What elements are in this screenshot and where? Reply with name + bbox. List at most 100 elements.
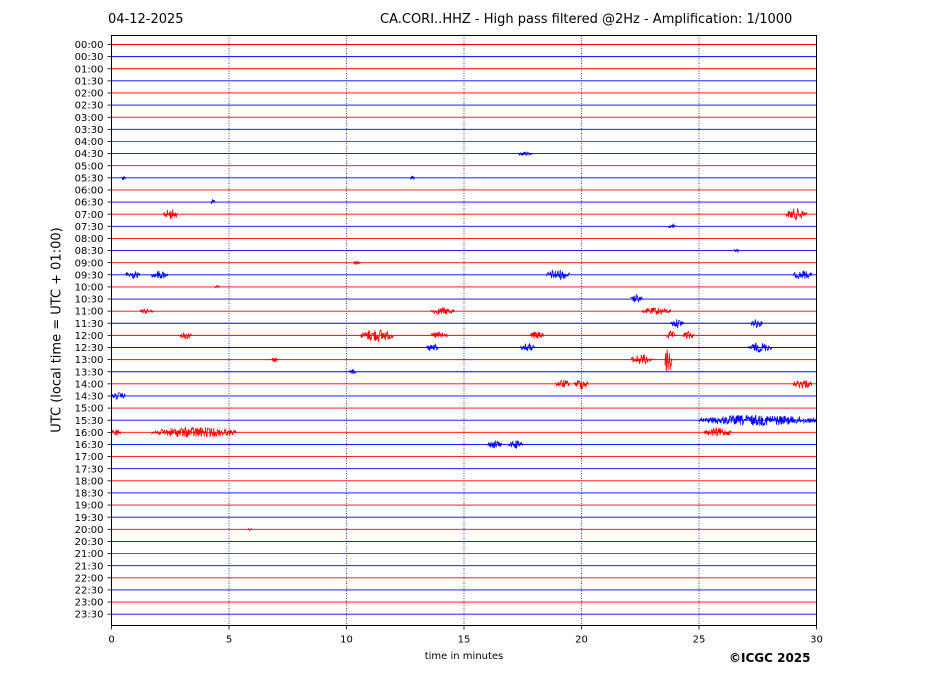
event-trace bbox=[517, 151, 533, 156]
event-trace bbox=[120, 175, 126, 181]
event-trace bbox=[668, 222, 676, 229]
event-trace bbox=[360, 329, 394, 342]
event-trace bbox=[214, 284, 220, 289]
y-tick-label: 03:30 bbox=[75, 125, 104, 136]
x-tick-label: 0 bbox=[108, 635, 114, 646]
y-tick-label: 14:00 bbox=[75, 379, 104, 390]
y-tick-label: 23:00 bbox=[75, 598, 104, 609]
y-tick-label: 12:00 bbox=[75, 331, 104, 342]
y-tick-label: 15:30 bbox=[75, 416, 104, 427]
event-trace bbox=[642, 307, 672, 316]
y-tick-label: 13:30 bbox=[75, 367, 104, 378]
event-trace bbox=[574, 380, 589, 390]
y-tick-label: 05:00 bbox=[75, 161, 104, 172]
event-trace bbox=[111, 429, 121, 436]
y-tick-label: 10:00 bbox=[75, 283, 104, 294]
y-tick-label: 03:00 bbox=[75, 113, 104, 124]
y-tick-label: 16:30 bbox=[75, 440, 104, 451]
y-tick-label: 02:30 bbox=[75, 101, 104, 112]
y-tick-label: 04:00 bbox=[75, 137, 104, 148]
y-tick-label: 20:30 bbox=[75, 537, 104, 548]
x-tick-label: 30 bbox=[810, 635, 823, 646]
event-trace bbox=[785, 208, 808, 221]
y-tick-label: 17:00 bbox=[75, 452, 104, 463]
event-trace bbox=[747, 342, 773, 353]
y-tick-label: 00:00 bbox=[75, 40, 104, 51]
y-axis-label: UTC (local time = UTC + 01:00) bbox=[49, 227, 65, 433]
y-tick-label: 11:30 bbox=[75, 319, 104, 330]
event-trace bbox=[162, 209, 178, 220]
x-tick-label: 5 bbox=[226, 635, 232, 646]
event-trace bbox=[426, 343, 439, 351]
x-axis-label: time in minutes bbox=[424, 651, 504, 662]
y-tick-label: 08:00 bbox=[75, 234, 104, 245]
event-trace bbox=[508, 440, 524, 449]
y-tick-label: 05:30 bbox=[75, 173, 104, 184]
y-tick-label: 09:30 bbox=[75, 270, 104, 281]
event-trace bbox=[111, 392, 126, 400]
event-trace bbox=[670, 319, 685, 329]
event-trace bbox=[520, 342, 535, 352]
y-tick-label: 04:30 bbox=[75, 149, 104, 160]
event-trace bbox=[139, 308, 154, 315]
event-trace bbox=[750, 319, 763, 329]
y-tick-label: 18:00 bbox=[75, 476, 104, 487]
event-trace bbox=[682, 330, 695, 339]
event-trace bbox=[151, 270, 169, 279]
event-trace bbox=[546, 269, 571, 280]
y-tick-label: 18:30 bbox=[75, 489, 104, 500]
x-tick-label: 10 bbox=[340, 635, 353, 646]
y-tick-label: 01:00 bbox=[75, 64, 104, 75]
y-tick-label: 02:00 bbox=[75, 89, 104, 100]
y-tick-label: 21:00 bbox=[75, 549, 104, 560]
event-trace bbox=[430, 331, 448, 339]
event-trace bbox=[271, 357, 279, 363]
event-trace bbox=[665, 330, 676, 340]
y-tick-label: 00:30 bbox=[75, 52, 104, 63]
y-tick-label: 15:00 bbox=[75, 404, 104, 415]
y-tick-label: 17:30 bbox=[75, 464, 104, 475]
event-trace bbox=[703, 426, 732, 437]
event-trace bbox=[664, 349, 673, 372]
x-tick-label: 15 bbox=[458, 635, 471, 646]
y-tick-label: 21:30 bbox=[75, 561, 104, 572]
event-trace bbox=[630, 293, 643, 303]
y-tick-label: 08:30 bbox=[75, 246, 104, 257]
event-trace bbox=[125, 271, 141, 279]
y-tick-label: 10:30 bbox=[75, 295, 104, 306]
event-trace bbox=[792, 270, 813, 280]
event-trace bbox=[698, 414, 817, 427]
event-trace bbox=[630, 354, 653, 365]
event-trace bbox=[179, 331, 192, 340]
event-trace bbox=[529, 331, 545, 339]
y-tick-label: 16:00 bbox=[75, 428, 104, 439]
event-trace bbox=[210, 198, 216, 205]
y-tick-label: 12:30 bbox=[75, 343, 104, 354]
y-tick-label: 13:00 bbox=[75, 355, 104, 366]
y-tick-label: 07:30 bbox=[75, 222, 104, 233]
y-tick-label: 14:30 bbox=[75, 392, 104, 403]
y-tick-label: 22:00 bbox=[75, 573, 104, 584]
y-tick-label: 11:00 bbox=[75, 307, 104, 318]
y-tick-label: 20:00 bbox=[75, 525, 104, 536]
chart-title: CA.CORI..HHZ - High pass filtered @2Hz -… bbox=[380, 12, 793, 27]
y-tick-label: 23:30 bbox=[75, 610, 104, 621]
y-tick-label: 07:00 bbox=[75, 210, 104, 221]
y-tick-label: 09:00 bbox=[75, 258, 104, 269]
x-tick-label: 25 bbox=[693, 635, 706, 646]
x-tick-label: 20 bbox=[575, 635, 588, 646]
event-trace bbox=[353, 260, 361, 265]
copyright-notice: ©ICGC 2025 bbox=[729, 651, 811, 665]
y-tick-label: 19:00 bbox=[75, 501, 104, 512]
chart-date: 04-12-2025 bbox=[108, 12, 184, 27]
event-trace bbox=[734, 248, 740, 254]
y-tick-label: 01:30 bbox=[75, 76, 104, 87]
y-tick-label: 06:30 bbox=[75, 198, 104, 209]
y-tick-label: 06:00 bbox=[75, 186, 104, 197]
event-trace bbox=[555, 379, 571, 388]
event-trace bbox=[151, 426, 237, 439]
event-trace bbox=[487, 440, 502, 449]
event-trace bbox=[348, 369, 357, 375]
plot-frame bbox=[111, 35, 817, 626]
